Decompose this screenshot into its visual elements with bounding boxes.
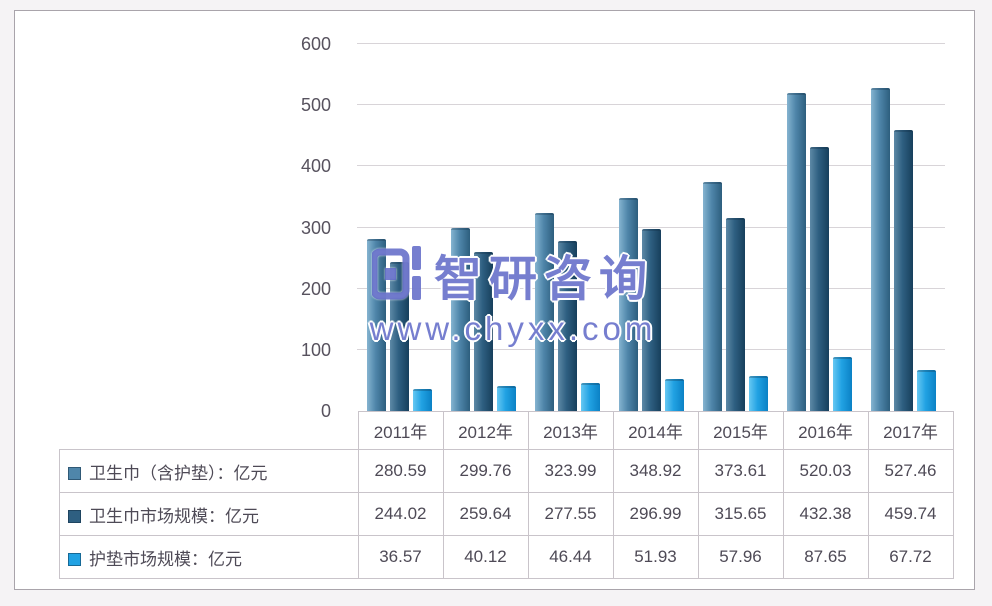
bar-series-1 [870, 88, 890, 411]
bar-group [693, 44, 777, 411]
bar-series-3 [664, 379, 684, 411]
year-header-cell: 2014年 [612, 411, 699, 450]
gridline [357, 104, 945, 106]
bar-series-3 [496, 386, 516, 411]
value-cell: 280.59 [357, 449, 444, 493]
bar-groups [357, 44, 945, 411]
value-table: 2011年 2012年 2013年 2014年 2015年 2016年 2017年卫生巾（含… [59, 411, 954, 579]
bar-group [441, 44, 525, 411]
value-cell: 348.92 [612, 449, 699, 493]
y-tick-label: 0 [320, 401, 331, 421]
y-tick-label: 500 [300, 95, 331, 116]
value-table-body: 2011年 2012年 2013年 2014年 2015年 2016年 2017年卫生巾（含… [59, 411, 954, 579]
value-cell: 40.12 [442, 535, 529, 579]
value-cell: 459.74 [867, 492, 954, 536]
bar-series-1 [702, 182, 722, 411]
bar-series-1 [618, 197, 638, 411]
y-tick-label: 200 [300, 278, 331, 299]
bar-group [357, 44, 441, 411]
legend-label: 护垫市场规模：亿元 [89, 549, 242, 569]
bar-group [777, 44, 861, 411]
bar-series-1 [534, 212, 554, 411]
legend-label: 卫生巾（含护垫）：亿元 [89, 463, 268, 483]
bar-series-3 [916, 369, 936, 411]
bar-series-3 [580, 382, 600, 411]
bar-series-1 [450, 227, 470, 411]
value-cell: 373.61 [697, 449, 784, 493]
corner-cell [60, 412, 359, 450]
gridline [357, 226, 945, 228]
year-header-cell: 2011年 [357, 411, 444, 450]
value-cell: 244.02 [357, 492, 444, 536]
bar-series-2 [557, 241, 577, 411]
legend-swatch [68, 509, 81, 523]
value-cell: 296.99 [612, 492, 699, 536]
value-cell: 46.44 [527, 535, 614, 579]
value-cell: 315.65 [697, 492, 784, 536]
y-tick-label: 600 [300, 34, 331, 54]
bar-series-3 [412, 388, 432, 411]
value-cell: 57.96 [697, 535, 784, 579]
value-cell: 36.57 [357, 535, 444, 579]
bar-group [861, 44, 945, 411]
value-cell: 67.72 [867, 535, 954, 579]
legend-cell: 护垫市场规模：亿元 [59, 535, 359, 579]
bar-series-2 [389, 261, 409, 411]
legend-label: 卫生巾市场规模：亿元 [89, 506, 259, 526]
legend-swatch [68, 552, 81, 566]
legend-cell: 卫生巾市场规模：亿元 [59, 492, 359, 536]
gridline [357, 43, 945, 44]
y-tick-label: 100 [300, 339, 331, 360]
y-axis: 0 100 200 300 400 500 600 [263, 35, 345, 420]
bar-series-2 [641, 229, 661, 411]
legend-cell: 卫生巾（含护垫）：亿元 [59, 449, 359, 493]
year-header-cell: 2012年 [442, 411, 529, 450]
year-header-cell: 2013年 [527, 411, 614, 450]
bar-group [525, 44, 609, 411]
year-header-cell: 2015年 [697, 411, 784, 450]
value-cell: 277.55 [527, 492, 614, 536]
gridline [357, 165, 945, 167]
legend-swatch [68, 466, 81, 480]
value-cell: 259.64 [442, 492, 529, 536]
bar-group [609, 44, 693, 411]
bar-series-3 [748, 375, 768, 411]
year-header-cell: 2016年 [782, 411, 869, 450]
plot-area [357, 43, 945, 411]
bar-series-2 [809, 146, 829, 411]
year-header-cell: 2017年 [867, 411, 954, 450]
value-cell: 432.38 [782, 492, 869, 536]
value-cell: 51.93 [612, 535, 699, 579]
bar-series-2 [725, 217, 745, 411]
bar-series-2 [893, 129, 913, 411]
bar-series-1 [786, 92, 806, 411]
value-cell: 520.03 [782, 449, 869, 493]
value-cell: 299.76 [442, 449, 529, 493]
value-cell: 527.46 [867, 449, 954, 493]
value-cell: 323.99 [527, 449, 614, 493]
bar-series-3 [832, 357, 852, 411]
bar-series-1 [366, 239, 386, 411]
chart-panel: 0 100 200 300 400 500 600 智研咨询 www.chyxx.com 2… [14, 10, 975, 590]
y-tick-label: 400 [300, 156, 331, 177]
value-cell: 87.65 [782, 535, 869, 579]
y-tick-label: 300 [300, 217, 331, 238]
bar-series-2 [473, 252, 493, 411]
